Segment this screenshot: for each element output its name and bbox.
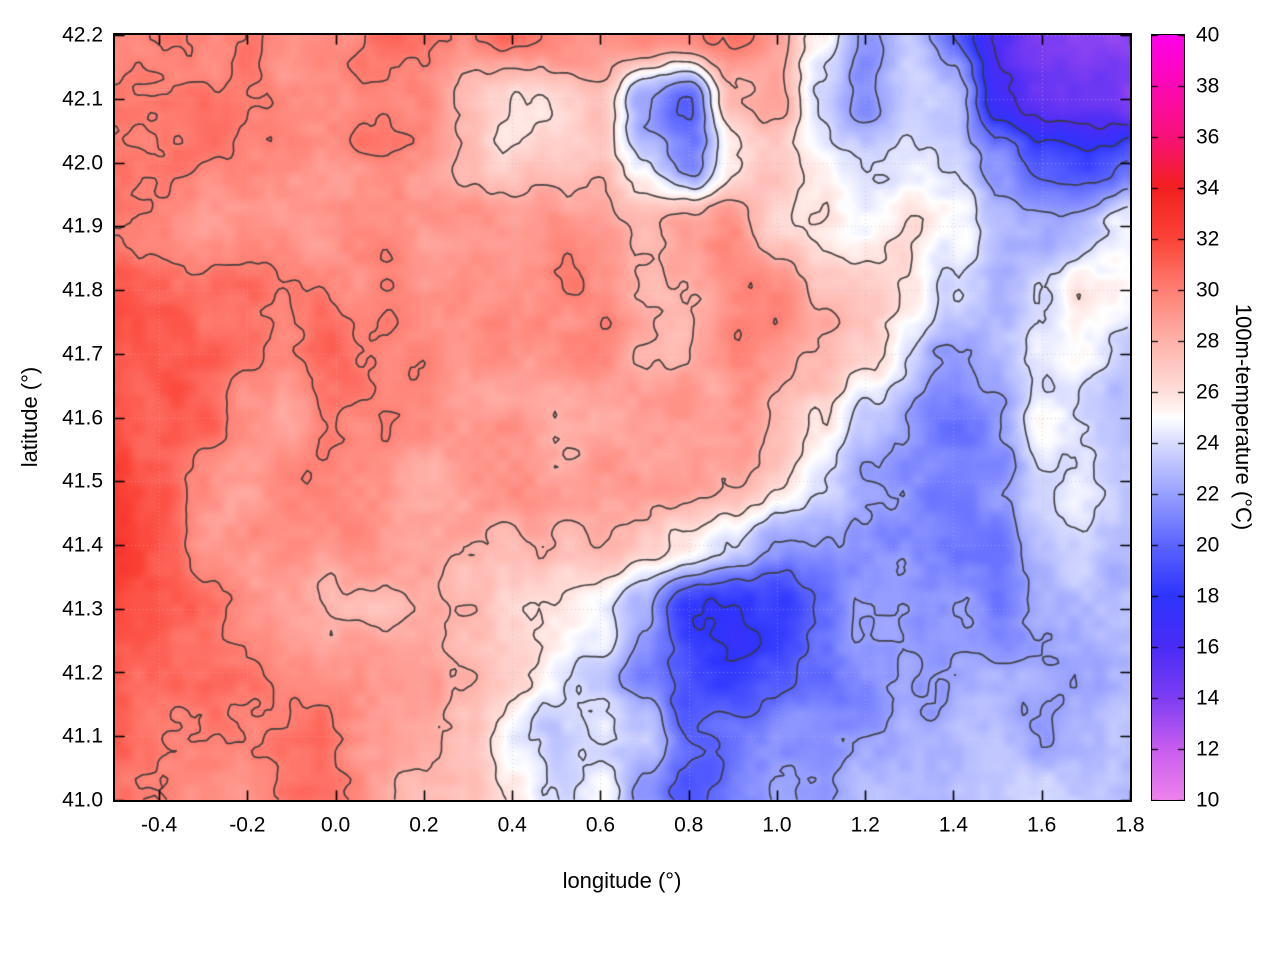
colorbar-tick-label: 16	[1196, 635, 1220, 659]
colorbar-tick-label: 28	[1196, 329, 1220, 353]
x-tick-label: -0.2	[229, 813, 266, 837]
colorbar-tick-label: 30	[1196, 278, 1220, 302]
x-tick-label: 0.0	[321, 813, 351, 837]
y-tick-label: 41.6	[62, 406, 103, 429]
y-tick-label: 41.5	[62, 469, 103, 493]
x-tick-label: 1.0	[762, 813, 792, 837]
y-tick-label: 42.1	[62, 87, 103, 111]
x-tick-label: 0.4	[497, 813, 527, 837]
y-tick-label: 41.3	[62, 597, 103, 621]
colorbar-tick-label: 40	[1196, 23, 1220, 47]
y-tick-label: 41.4	[62, 533, 103, 557]
x-tick-label: 1.2	[850, 813, 880, 837]
plot-area	[113, 33, 1132, 802]
y-tick-label: 41.0	[62, 788, 103, 812]
colorbar-tick-label: 20	[1196, 533, 1220, 557]
y-tick-label: 41.2	[62, 661, 103, 684]
colorbar-tick-label: 24	[1196, 431, 1220, 455]
x-tick-label: -0.4	[141, 813, 178, 837]
x-tick-label: 1.8	[1115, 813, 1145, 837]
x-tick-label: 1.4	[938, 813, 969, 837]
x-axis-label: longitude (°)	[562, 868, 682, 893]
y-tick-label: 42.2	[62, 23, 103, 47]
contour-and-grid-overlay-canvas	[115, 35, 1130, 800]
colorbar-tick-label: 34	[1196, 176, 1220, 200]
colorbar-tick-label: 10	[1196, 788, 1220, 812]
colorbar-gradient-canvas	[1152, 35, 1184, 800]
x-tick-label: 1.6	[1027, 813, 1057, 837]
colorbar-tick-label: 12	[1196, 737, 1220, 761]
colorbar-tick-label: 38	[1196, 74, 1220, 98]
y-tick-label: 41.1	[62, 724, 103, 748]
y-tick-label: 41.7	[62, 342, 103, 366]
colorbar-tick-label: 32	[1196, 227, 1220, 251]
colorbar-tick-label: 36	[1196, 125, 1220, 149]
y-tick-label: 41.8	[62, 278, 103, 302]
colorbar-tick-label: 26	[1196, 380, 1220, 404]
colorbar	[1151, 34, 1185, 801]
colorbar-tick-label: 14	[1196, 686, 1220, 710]
y-axis-label: latitude (°)	[17, 366, 42, 468]
colorbar-tick-label: 18	[1196, 584, 1220, 608]
y-tick-label: 42.0	[62, 151, 103, 174]
x-tick-label: 0.8	[674, 813, 704, 837]
colorbar-tick-label: 22	[1196, 482, 1220, 506]
colorbar-label: 100m-temperature (°C)	[1231, 303, 1256, 531]
x-tick-label: 0.6	[585, 813, 616, 837]
x-tick-label: 0.2	[409, 813, 439, 837]
y-tick-label: 41.9	[62, 214, 103, 238]
